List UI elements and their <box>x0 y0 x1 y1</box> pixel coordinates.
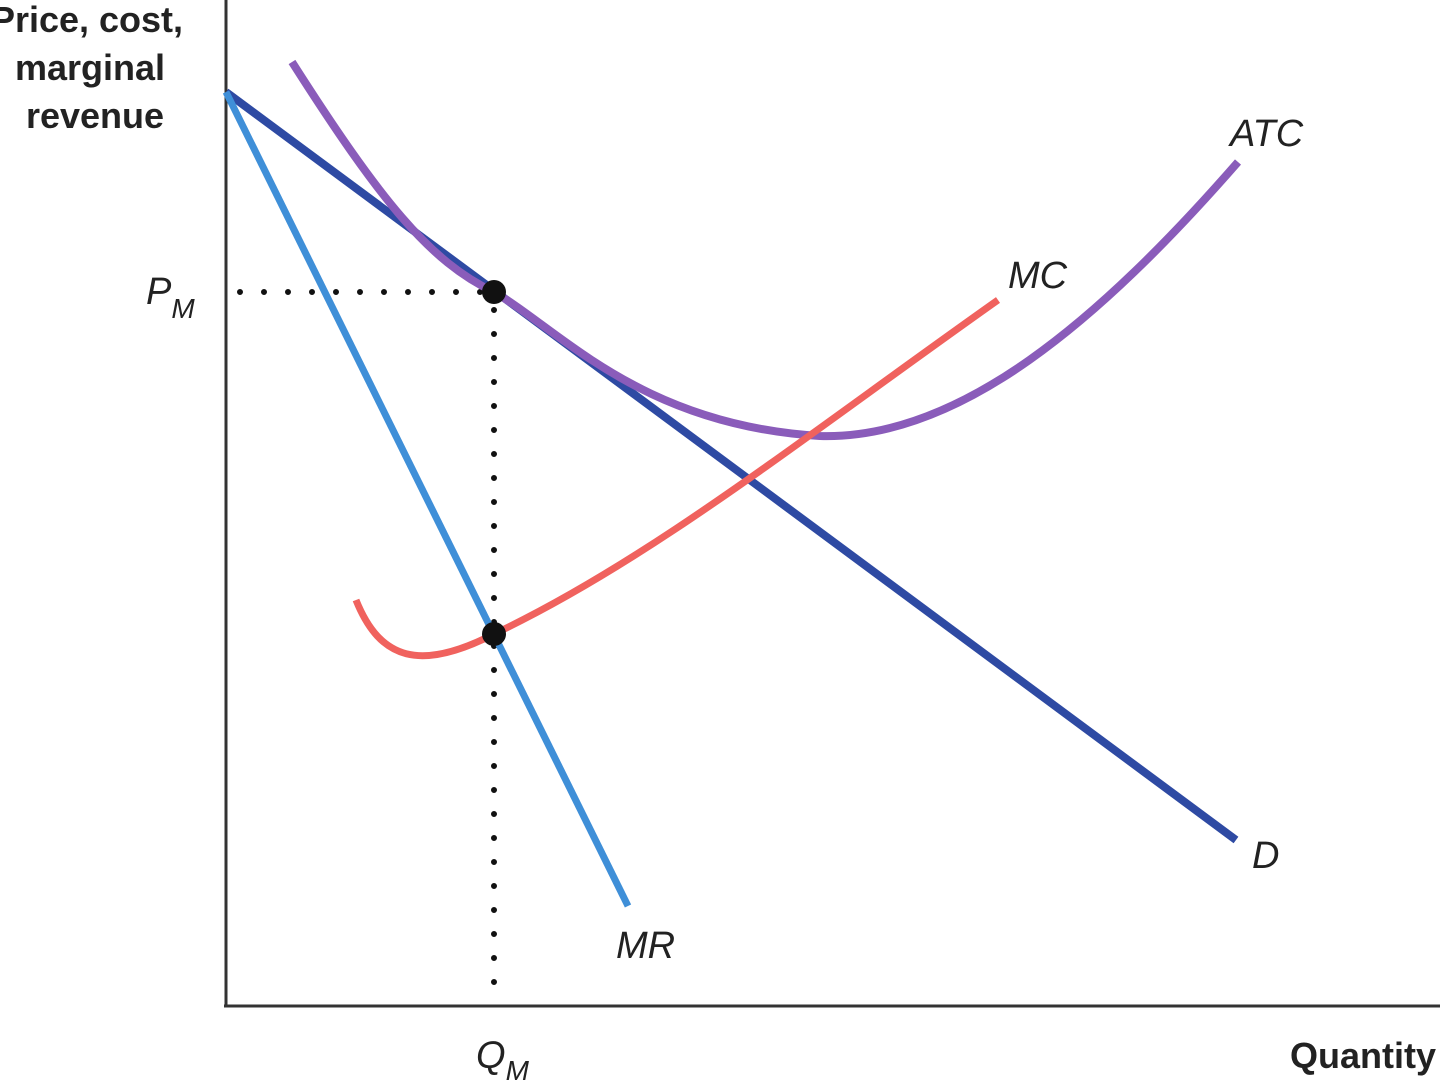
y-label-line: revenue <box>26 95 164 136</box>
atc-curve <box>288 59 1242 441</box>
y-label-line: Price, cost, <box>0 0 183 40</box>
quantity-label: QM <box>476 1035 530 1082</box>
price-label-sub: M <box>171 293 195 324</box>
atc-label: ATC <box>1228 113 1304 155</box>
y-axis-label: Price, cost, marginal revenue <box>0 0 193 136</box>
x-axis-label: Quantity <box>1290 1035 1436 1076</box>
y-label-line: marginal <box>15 47 165 88</box>
mr-mc-point <box>482 622 506 646</box>
mr-label: MR <box>616 925 675 967</box>
mc-curve <box>352 297 1001 660</box>
demand-curve <box>223 88 1239 844</box>
demand-label: D <box>1252 835 1279 877</box>
monopoly-price-point <box>482 280 506 304</box>
price-label-main: P <box>146 271 172 313</box>
mc-label: MC <box>1008 255 1068 297</box>
quantity-label-sub: M <box>506 1055 530 1082</box>
mr-curve <box>222 90 632 908</box>
price-label: PM <box>146 271 195 324</box>
quantity-label-main: Q <box>476 1035 506 1077</box>
